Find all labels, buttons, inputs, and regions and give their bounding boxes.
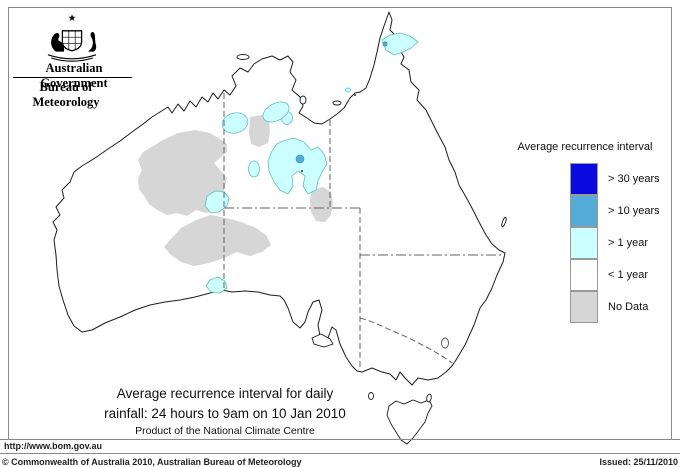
no-data-regions	[138, 115, 333, 266]
groote-eylandt	[299, 95, 307, 105]
king-island	[368, 392, 374, 400]
rainfall-region-south-coast	[205, 276, 228, 294]
border-act	[441, 337, 449, 349]
melville-island	[236, 54, 250, 60]
legend-title: Average recurrence interval	[517, 141, 653, 153]
rainfall-gt1yr-regions	[204, 32, 419, 294]
legend-row: > 10 years	[570, 194, 660, 227]
issued-date: Issued: 25/11/2010	[599, 457, 678, 467]
logo-government-label: Australian Government	[40, 61, 108, 90]
legend-label: No Data	[608, 301, 649, 313]
rainfall-region-cape-york	[381, 32, 419, 56]
legend-swatch-nodata	[570, 290, 598, 323]
mornington-island	[332, 100, 342, 106]
flinders-island	[426, 393, 432, 403]
rainfall-region-nt-west	[221, 112, 249, 134]
bom-logo: ★ Australian Government Bureau of Meteor…	[0, 0, 150, 109]
legend-label: > 30 years	[608, 173, 660, 185]
legend-row: > 30 years	[570, 162, 660, 195]
rainfall-spot-cape-york	[382, 41, 388, 47]
legend-swatch-gt30yr	[570, 162, 598, 195]
legend-row: > 1 year	[570, 226, 660, 259]
legend: > 30 years > 10 years > 1 year < 1 year …	[570, 162, 660, 323]
rainfall-region-nt-east	[262, 101, 290, 123]
state-borders	[223, 93, 504, 370]
legend-swatch-lt1yr	[570, 258, 598, 291]
legend-label: > 1 year	[608, 237, 649, 249]
map-speck	[354, 94, 356, 96]
caption-line3: Product of the National Climate Centre	[135, 425, 315, 437]
bom-url: http://www.bom.gov.au	[4, 441, 102, 451]
no-data-region	[310, 187, 333, 222]
rainfall-region-nt-small	[248, 160, 260, 178]
caption-line2: rainfall: 24 hours to 9am on 10 Jan 2010	[104, 406, 346, 421]
map-caption: Average recurrence interval for daily ra…	[94, 384, 356, 438]
no-data-region	[138, 130, 229, 216]
copyright-text: © Commonwealth of Australia 2010, Austra…	[2, 457, 302, 467]
rainfall-region-speck	[345, 87, 351, 93]
legend-label: > 10 years	[608, 205, 660, 217]
australian-coat-of-arms-icon: ★	[47, 13, 97, 62]
islands	[236, 54, 507, 445]
legend-label: < 1 year	[608, 269, 649, 281]
legend-swatch-gt10yr	[570, 194, 598, 227]
fraser-island	[501, 216, 507, 228]
legend-swatch-gt1yr	[570, 226, 598, 259]
logo-bureau-label: Bureau of Meteorology	[32, 80, 100, 109]
map-speck	[301, 170, 303, 172]
legend-row: < 1 year	[570, 258, 660, 291]
caption-line1: Average recurrence interval for daily	[116, 386, 334, 401]
kangaroo-island	[311, 333, 334, 348]
rainfall-region-central	[267, 137, 328, 195]
tasmania	[386, 399, 433, 445]
no-data-region	[249, 115, 270, 147]
rainfall-gt10yr-regions	[295, 41, 388, 164]
rainfall-region-border-corner	[204, 190, 230, 214]
mainland-coastline	[52, 11, 506, 386]
url-strip: http://www.bom.gov.au	[0, 439, 680, 454]
no-data-region	[164, 215, 271, 266]
logo-divider	[13, 77, 132, 78]
svg-text:★: ★	[68, 13, 77, 24]
border-nsw-vic	[359, 317, 453, 364]
map-border-frame	[8, 7, 672, 439]
legend-row: No Data	[570, 290, 660, 323]
rainfall-spot-central	[295, 154, 305, 164]
